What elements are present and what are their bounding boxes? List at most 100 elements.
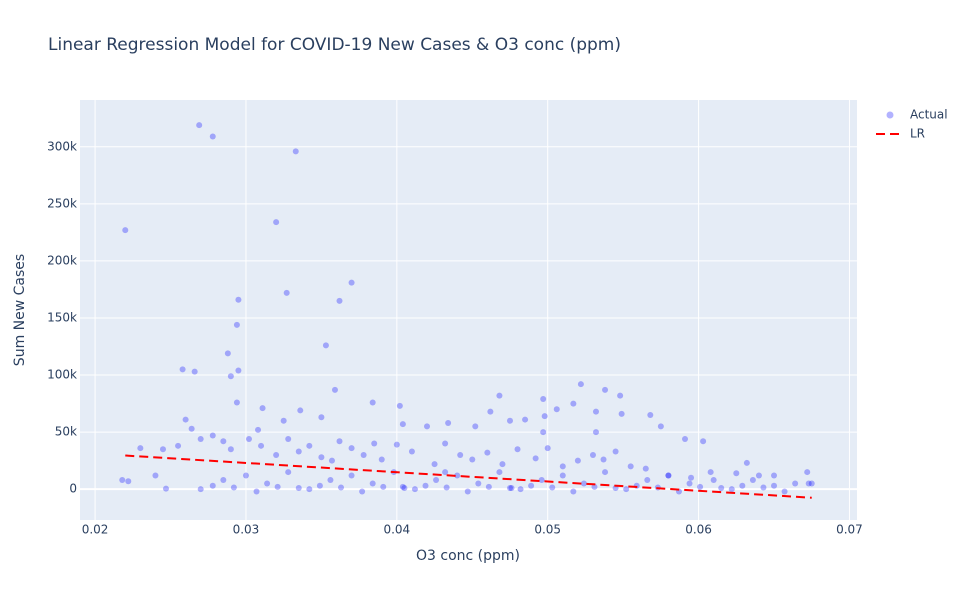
data-point [487,408,494,415]
data-point [285,469,292,476]
data-point [255,426,262,433]
data-point [399,483,406,490]
data-point [280,417,287,424]
data-point [657,423,664,430]
data-point [592,429,599,436]
data-point [707,469,714,476]
data-point [179,366,186,373]
data-point [209,432,216,439]
data-point [682,435,689,442]
data-point [665,472,672,479]
data-point [549,484,556,491]
data-point [227,373,234,380]
y-tick-label: 150k [47,310,77,324]
data-point [591,483,598,490]
data-point [454,472,461,479]
data-point [612,448,619,455]
data-point [253,488,260,495]
x-tick-label: 0.05 [534,523,561,537]
data-point [442,440,449,447]
data-point [469,456,476,463]
data-point [602,386,609,393]
regression-line [125,454,812,499]
data-point [328,457,335,464]
data-point [209,133,216,140]
data-point [331,386,338,393]
data-point [348,445,355,452]
data-point [577,381,584,388]
data-point [496,469,503,476]
data-point [728,486,735,493]
y-tick-label: 300k [47,139,77,153]
data-point [600,456,607,463]
data-point [559,463,566,470]
data-point [665,472,672,479]
data-point [697,483,704,490]
data-point [431,461,438,468]
data-point [506,417,513,424]
data-point [378,456,385,463]
data-point [424,423,431,430]
data-point [710,477,717,484]
legend-label: Actual [910,108,948,122]
data-point [496,392,503,399]
data-point [484,449,491,456]
data-point [230,484,237,491]
data-point [472,423,479,430]
data-point [506,485,513,492]
data-point [242,472,249,479]
data-point [401,485,408,492]
data-point [433,477,440,484]
x-tick-label: 0.06 [685,523,712,537]
data-point [570,488,577,495]
data-point [369,480,376,487]
data-point [574,457,581,464]
data-point [122,227,129,234]
data-point [316,482,323,489]
data-point [359,488,366,495]
data-point [338,484,345,491]
data-point [540,396,547,403]
data-point [688,474,695,481]
data-point [295,485,302,492]
data-point [442,469,449,476]
data-point [182,416,189,423]
data-point [235,296,242,303]
data-point [700,438,707,445]
data-point [360,451,367,458]
data-point [618,410,625,417]
data-point [336,297,343,304]
data-point [264,480,271,487]
data-point [755,472,762,479]
data-point [295,448,302,455]
data-point [540,429,547,436]
data-point [623,486,630,493]
grid [80,100,857,520]
data-point [408,448,415,455]
data-point [283,289,290,296]
data-point [336,438,343,445]
data-point [188,425,195,432]
data-point [318,454,325,461]
data-point [380,483,387,490]
data-point [644,477,651,484]
x-tick-label: 0.07 [836,523,863,537]
data-point [119,477,126,484]
data-point [371,440,378,447]
data-point [348,472,355,479]
data-point [292,148,299,155]
data-point [197,486,204,493]
data-point [175,442,182,449]
data-point [647,412,654,418]
x-tick-label: 0.03 [233,523,260,537]
data-point [541,413,548,420]
data-point [443,484,450,491]
data-point [306,486,313,493]
data-point [805,480,812,487]
data-point [399,421,406,428]
data-point [508,485,515,492]
data-point [739,482,746,489]
data-point [642,465,649,472]
data-point [273,451,280,458]
data-point [749,477,756,484]
